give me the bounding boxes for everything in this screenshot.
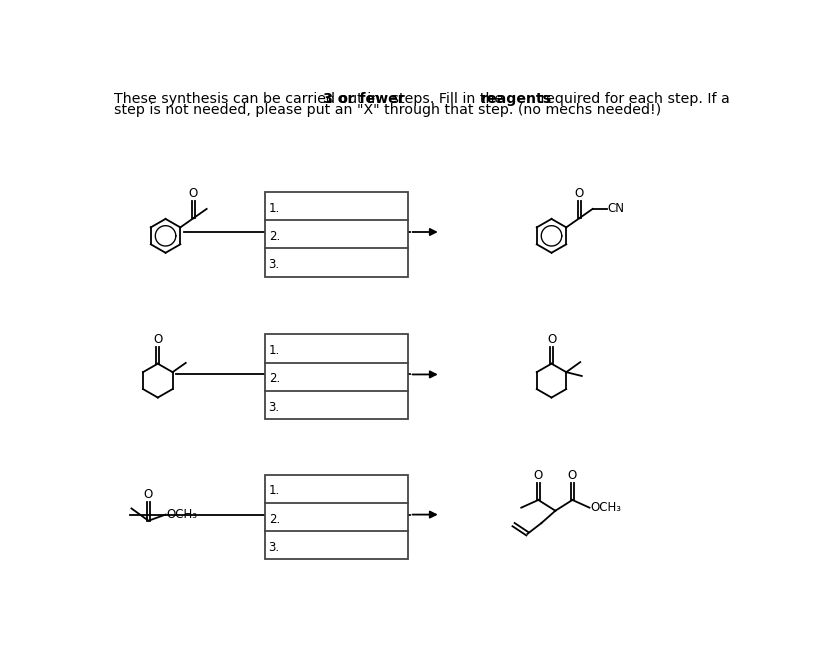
Text: 3.: 3.: [268, 541, 280, 554]
Bar: [264, 192, 408, 277]
Text: OCH₃: OCH₃: [166, 508, 197, 521]
Text: steps. Fill in the: steps. Fill in the: [387, 92, 508, 106]
Text: 2.: 2.: [268, 513, 280, 526]
Bar: [264, 334, 408, 419]
Text: O: O: [574, 187, 584, 200]
Text: These synthesis can be carried out in: These synthesis can be carried out in: [113, 92, 384, 106]
Bar: [264, 474, 408, 559]
Text: O: O: [534, 469, 543, 482]
Text: 1.: 1.: [268, 344, 280, 358]
Text: CN: CN: [607, 202, 624, 215]
Text: step is not needed, please put an "X" through that step. (no mechs needed!): step is not needed, please put an "X" th…: [113, 103, 661, 118]
Text: 1.: 1.: [268, 202, 280, 214]
Text: 3.: 3.: [268, 258, 280, 271]
Text: reagents: reagents: [481, 92, 552, 106]
Text: 1.: 1.: [268, 484, 280, 497]
Text: 2.: 2.: [268, 230, 280, 243]
Text: 2.: 2.: [268, 372, 280, 385]
Text: O: O: [547, 333, 557, 346]
Text: O: O: [568, 469, 577, 482]
Text: 3.: 3.: [268, 400, 280, 413]
Text: required for each step. If a: required for each step. If a: [535, 92, 730, 106]
Text: OCH₃: OCH₃: [590, 501, 621, 514]
Text: 3 or fewer: 3 or fewer: [323, 92, 406, 106]
Text: O: O: [153, 333, 162, 346]
Text: O: O: [144, 489, 153, 502]
Text: O: O: [188, 187, 198, 200]
